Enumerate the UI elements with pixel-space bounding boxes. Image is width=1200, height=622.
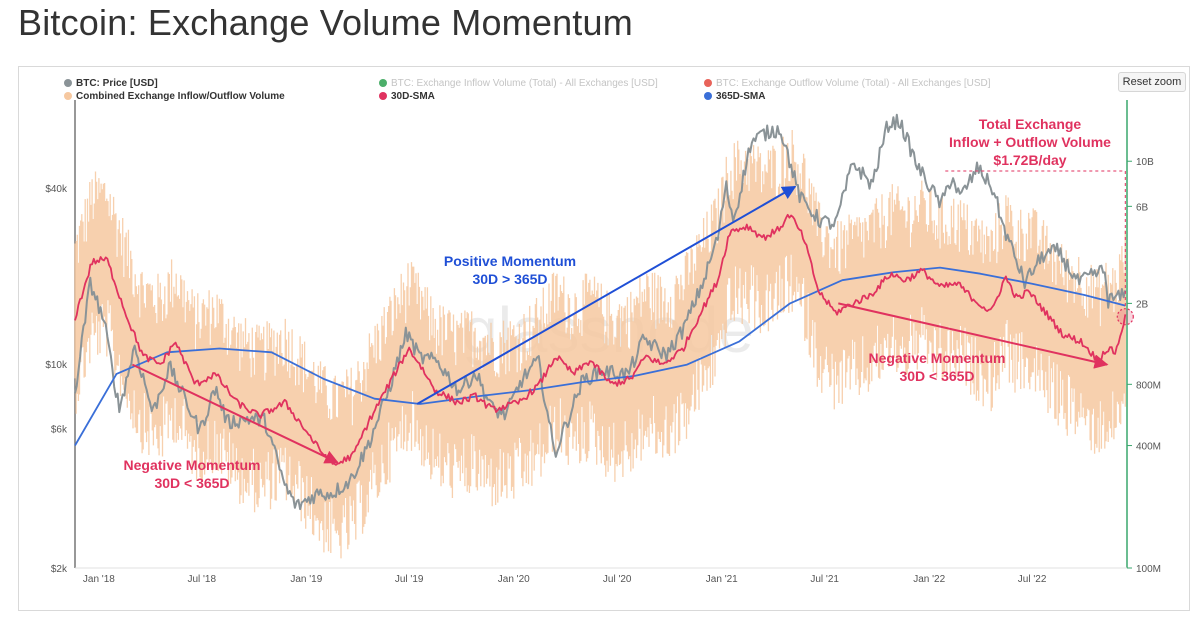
right-tick-label: 10B (1136, 157, 1154, 168)
legend-marker (64, 92, 72, 100)
annotation-text: $1.72B/day (993, 152, 1066, 168)
x-tick-label: Jan '19 (290, 574, 322, 585)
right-tick-label: 800M (1136, 380, 1161, 391)
legend-item-30d-sma[interactable]: 30D-SMA (379, 91, 435, 102)
legend-label: 30D-SMA (391, 91, 435, 102)
page-title: Bitcoin: Exchange Volume Momentum (18, 2, 633, 43)
legend-marker (704, 79, 712, 87)
annotation-marker (1116, 308, 1134, 326)
sma-30d-line (74, 213, 1127, 466)
x-tick-label: Jul '21 (810, 574, 839, 585)
combined-volume-bars (74, 130, 1126, 559)
right-tick-label: 100M (1136, 564, 1161, 575)
annotation-1: Negative Momentum 30D < 365D (124, 363, 339, 491)
legend-marker (379, 79, 387, 87)
x-tick-label: Jan '18 (83, 574, 115, 585)
x-tick-label: Jan '20 (498, 574, 530, 585)
left-tick-label: $10k (45, 360, 68, 371)
x-tick-label: Jul '22 (1018, 574, 1047, 585)
annotation-text: Total Exchange (979, 116, 1082, 132)
x-tick-label: Jan '21 (706, 574, 738, 585)
left-tick-label: $2k (51, 564, 68, 575)
annotation-arrow (131, 363, 339, 464)
annotation-text: Positive Momentum (444, 253, 576, 269)
legend-label: BTC: Price [USD] (76, 78, 158, 89)
chart-frame (18, 66, 1190, 611)
annotations: Negative Momentum 30D < 365D Positive Mome… (124, 116, 1134, 491)
legend-label: 365D-SMA (716, 91, 765, 102)
annotation-text: 30D > 365D (472, 271, 547, 287)
annotation-arrow (838, 302, 1109, 369)
reset-zoom-button[interactable]: Reset zoom (1118, 72, 1186, 92)
legend-item-combined-exchange-inflow-outflow-volume[interactable]: Combined Exchange Inflow/Outflow Volume (64, 91, 285, 102)
legend-item-btc-exchange-outflow-volume-total-all-exchanges-usd[interactable]: BTC: Exchange Outflow Volume (Total) - A… (704, 78, 991, 89)
annotation-text: 30D < 365D (899, 368, 974, 384)
x-tick-label: Jul '19 (395, 574, 424, 585)
legend-marker (379, 92, 387, 100)
legend-marker (64, 79, 72, 87)
x-tick-label: Jul '20 (603, 574, 632, 585)
x-tick-label: Jul '18 (187, 574, 216, 585)
right-tick-label: 400M (1136, 442, 1161, 453)
combined-volume-series (74, 130, 1126, 559)
legend-item-365d-sma[interactable]: 365D-SMA (704, 91, 765, 102)
x-tick-label: Jan '22 (913, 574, 945, 585)
legend-label: Combined Exchange Inflow/Outflow Volume (76, 91, 285, 102)
annotation-text: 30D < 365D (154, 475, 229, 491)
left-axis-ticks: $2k $6k $10k $40k (45, 184, 68, 575)
annotation-arrow (416, 185, 797, 405)
right-axis-ticks: 100M 400M 800M 2B 6B 10B (1127, 157, 1161, 575)
annotation-2: Positive Momentum 30D > 365D (416, 185, 797, 405)
right-tick-label: 2B (1136, 299, 1149, 310)
legend-item-btc-price-usd[interactable]: BTC: Price [USD] (64, 78, 158, 89)
left-tick-label: $40k (45, 184, 68, 195)
x-axis-ticks: Jan '18 Jul '18 Jan '19 Jul '19 Jan '20 Jul '… (83, 574, 1047, 585)
annotation-text: Negative Momentum (869, 350, 1006, 366)
annotation-dashed-leader (945, 170, 1126, 309)
annotation-text: Negative Momentum (124, 457, 261, 473)
legend-marker (704, 92, 712, 100)
legend-label: BTC: Exchange Inflow Volume (Total) - Al… (391, 78, 658, 89)
right-tick-label: 6B (1136, 202, 1149, 213)
left-tick-label: $6k (51, 425, 68, 436)
annotation-4: Total Exchange Inflow + Outflow Volume $1.… (945, 116, 1134, 326)
legend-item-btc-exchange-inflow-volume-total-all-exchanges-usd[interactable]: BTC: Exchange Inflow Volume (Total) - Al… (379, 78, 658, 89)
legend-label: BTC: Exchange Outflow Volume (Total) - A… (716, 78, 991, 89)
legend: BTC: Price [USD] BTC: Exchange Inflow Vol… (64, 78, 991, 102)
annotation-text: Inflow + Outflow Volume (949, 134, 1111, 150)
annotation-3: Negative Momentum 30D < 365D (838, 302, 1109, 384)
